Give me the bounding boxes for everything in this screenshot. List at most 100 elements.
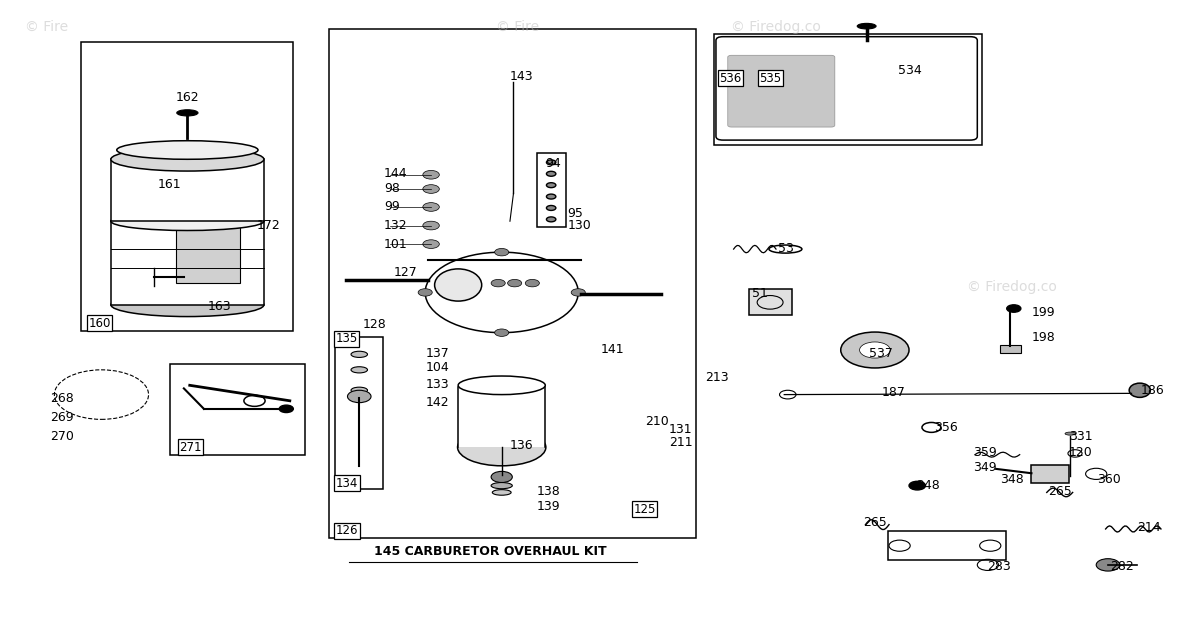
Ellipse shape bbox=[111, 293, 264, 317]
Ellipse shape bbox=[425, 252, 578, 333]
Ellipse shape bbox=[350, 351, 367, 358]
Text: 359: 359 bbox=[972, 447, 996, 459]
Bar bbox=[111, 221, 264, 305]
Bar bbox=[170, 364, 306, 455]
Ellipse shape bbox=[177, 109, 198, 116]
Bar bbox=[81, 42, 294, 331]
Ellipse shape bbox=[111, 147, 264, 171]
Text: 145 CARBURETOR OVERHAUL KIT: 145 CARBURETOR OVERHAUL KIT bbox=[374, 545, 607, 558]
Text: 186: 186 bbox=[1141, 384, 1165, 397]
Circle shape bbox=[422, 240, 439, 248]
Text: © Fire: © Fire bbox=[496, 20, 539, 34]
Bar bbox=[329, 29, 696, 538]
Bar bbox=[458, 385, 545, 447]
Text: 160: 160 bbox=[88, 317, 111, 330]
Circle shape bbox=[546, 194, 556, 199]
Ellipse shape bbox=[434, 269, 481, 301]
Text: 536: 536 bbox=[720, 72, 742, 85]
Text: 535: 535 bbox=[760, 72, 781, 85]
Bar bbox=[999, 345, 1021, 353]
Circle shape bbox=[422, 203, 439, 211]
Text: 120: 120 bbox=[1069, 447, 1093, 459]
Text: 142: 142 bbox=[425, 396, 448, 409]
Circle shape bbox=[418, 289, 432, 296]
Ellipse shape bbox=[491, 483, 512, 489]
Text: 136: 136 bbox=[510, 440, 533, 452]
Text: 349: 349 bbox=[972, 460, 996, 473]
Text: © Firedog.co: © Firedog.co bbox=[966, 280, 1056, 294]
Text: 127: 127 bbox=[393, 266, 418, 279]
Text: 99: 99 bbox=[384, 200, 400, 213]
Text: 534: 534 bbox=[898, 64, 923, 77]
Circle shape bbox=[546, 217, 556, 222]
Text: 132: 132 bbox=[384, 219, 407, 232]
Ellipse shape bbox=[458, 376, 545, 394]
Text: 162: 162 bbox=[176, 91, 199, 104]
Circle shape bbox=[507, 279, 522, 287]
Text: 214: 214 bbox=[1138, 521, 1161, 534]
Text: 128: 128 bbox=[362, 318, 387, 331]
Ellipse shape bbox=[350, 367, 367, 373]
Text: 213: 213 bbox=[706, 371, 729, 384]
Circle shape bbox=[422, 170, 439, 179]
Text: 138: 138 bbox=[537, 485, 560, 498]
Ellipse shape bbox=[111, 212, 264, 231]
Circle shape bbox=[546, 171, 556, 176]
Text: 248: 248 bbox=[916, 479, 939, 492]
Text: 163: 163 bbox=[208, 300, 231, 312]
Text: 131: 131 bbox=[669, 424, 693, 437]
Circle shape bbox=[494, 248, 509, 256]
Text: 135: 135 bbox=[336, 332, 358, 345]
Text: 360: 360 bbox=[1097, 473, 1121, 486]
Ellipse shape bbox=[840, 332, 909, 368]
FancyBboxPatch shape bbox=[749, 289, 793, 315]
Text: 144: 144 bbox=[384, 167, 407, 180]
Text: © Firedog.co: © Firedog.co bbox=[732, 20, 821, 34]
Ellipse shape bbox=[1066, 432, 1076, 435]
Text: 125: 125 bbox=[634, 503, 656, 516]
Circle shape bbox=[494, 329, 509, 337]
Text: 137: 137 bbox=[425, 346, 448, 360]
Text: 98: 98 bbox=[384, 182, 400, 195]
Text: 161: 161 bbox=[158, 177, 182, 190]
Text: 172: 172 bbox=[257, 219, 281, 232]
FancyBboxPatch shape bbox=[728, 55, 835, 127]
Text: 265: 265 bbox=[1048, 485, 1071, 498]
Circle shape bbox=[525, 279, 539, 287]
Text: 133: 133 bbox=[425, 378, 448, 391]
Circle shape bbox=[491, 471, 512, 483]
Text: 199: 199 bbox=[1031, 306, 1055, 318]
Bar bbox=[714, 34, 982, 145]
Text: 94: 94 bbox=[545, 157, 560, 170]
Text: 348: 348 bbox=[999, 473, 1023, 486]
Circle shape bbox=[546, 160, 556, 165]
Text: 211: 211 bbox=[669, 436, 693, 449]
Bar bbox=[537, 153, 566, 228]
Text: 187: 187 bbox=[881, 386, 906, 399]
Circle shape bbox=[909, 481, 925, 490]
Text: 356: 356 bbox=[933, 421, 957, 434]
Text: 269: 269 bbox=[50, 411, 73, 424]
Circle shape bbox=[546, 205, 556, 210]
Text: © Fire: © Fire bbox=[25, 20, 68, 34]
Circle shape bbox=[1007, 305, 1021, 312]
Ellipse shape bbox=[350, 387, 367, 393]
Circle shape bbox=[422, 185, 439, 193]
Ellipse shape bbox=[859, 342, 890, 358]
Ellipse shape bbox=[857, 24, 876, 29]
Text: 130: 130 bbox=[568, 219, 591, 232]
Circle shape bbox=[546, 183, 556, 188]
Ellipse shape bbox=[117, 141, 258, 159]
Bar bbox=[887, 531, 1005, 560]
Text: 53: 53 bbox=[779, 242, 794, 255]
Text: 265: 265 bbox=[863, 516, 887, 529]
Circle shape bbox=[491, 279, 505, 287]
Text: 331: 331 bbox=[1069, 430, 1093, 443]
Text: 104: 104 bbox=[425, 361, 448, 374]
Bar bbox=[111, 159, 264, 221]
Circle shape bbox=[1096, 559, 1120, 571]
Circle shape bbox=[422, 221, 439, 230]
Text: 198: 198 bbox=[1031, 330, 1055, 343]
Circle shape bbox=[571, 289, 585, 296]
Bar bbox=[335, 337, 382, 489]
